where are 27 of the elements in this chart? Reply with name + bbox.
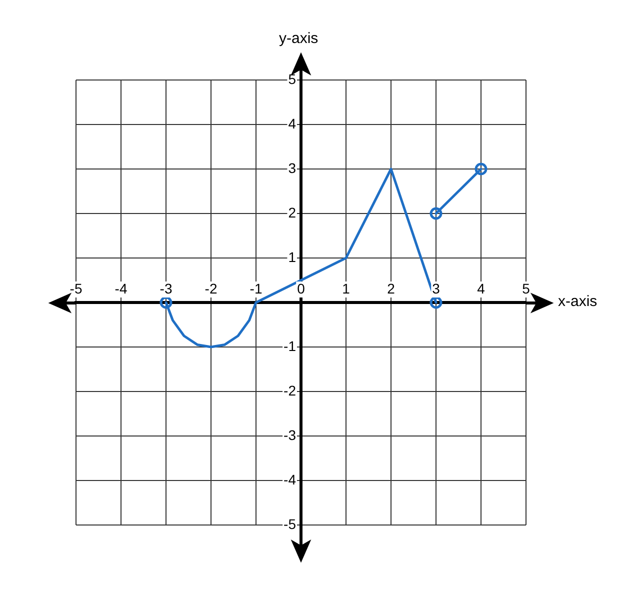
y-tick-label: -5	[284, 516, 296, 532]
point	[430, 207, 442, 220]
x-tick-label: -5	[70, 280, 82, 296]
x-tick-label: 3	[432, 280, 440, 296]
y-tick-label: -4	[284, 471, 296, 488]
x-tick-label: 5	[522, 280, 530, 296]
x-tick-label: -1	[250, 280, 262, 296]
y-tick-label: 4	[288, 115, 296, 132]
y-axis-title: y-axis	[279, 30, 318, 47]
x-tick-label: 0	[297, 280, 306, 296]
point	[474, 162, 488, 176]
y-tick-label: 5	[288, 70, 296, 87]
y-tick-label: 3	[288, 160, 296, 176]
x-tick-label: -2	[204, 280, 218, 296]
x-tick-label: -3	[160, 280, 172, 296]
y-tick-label: -2	[284, 382, 296, 398]
point	[430, 296, 442, 309]
y-tick-label: -3	[284, 426, 296, 443]
x-tick-label: 1	[342, 280, 350, 296]
x-tick-label: 2	[387, 280, 396, 296]
x-tick-label: 4	[477, 280, 486, 296]
y-tick-label: 2	[288, 204, 296, 220]
x-tick-label: -4	[114, 280, 128, 296]
y-tick-label: 1	[288, 248, 296, 265]
x-axis-title: x-axis	[558, 292, 598, 310]
point	[160, 296, 172, 309]
y-tick-label: -1	[284, 338, 296, 354]
